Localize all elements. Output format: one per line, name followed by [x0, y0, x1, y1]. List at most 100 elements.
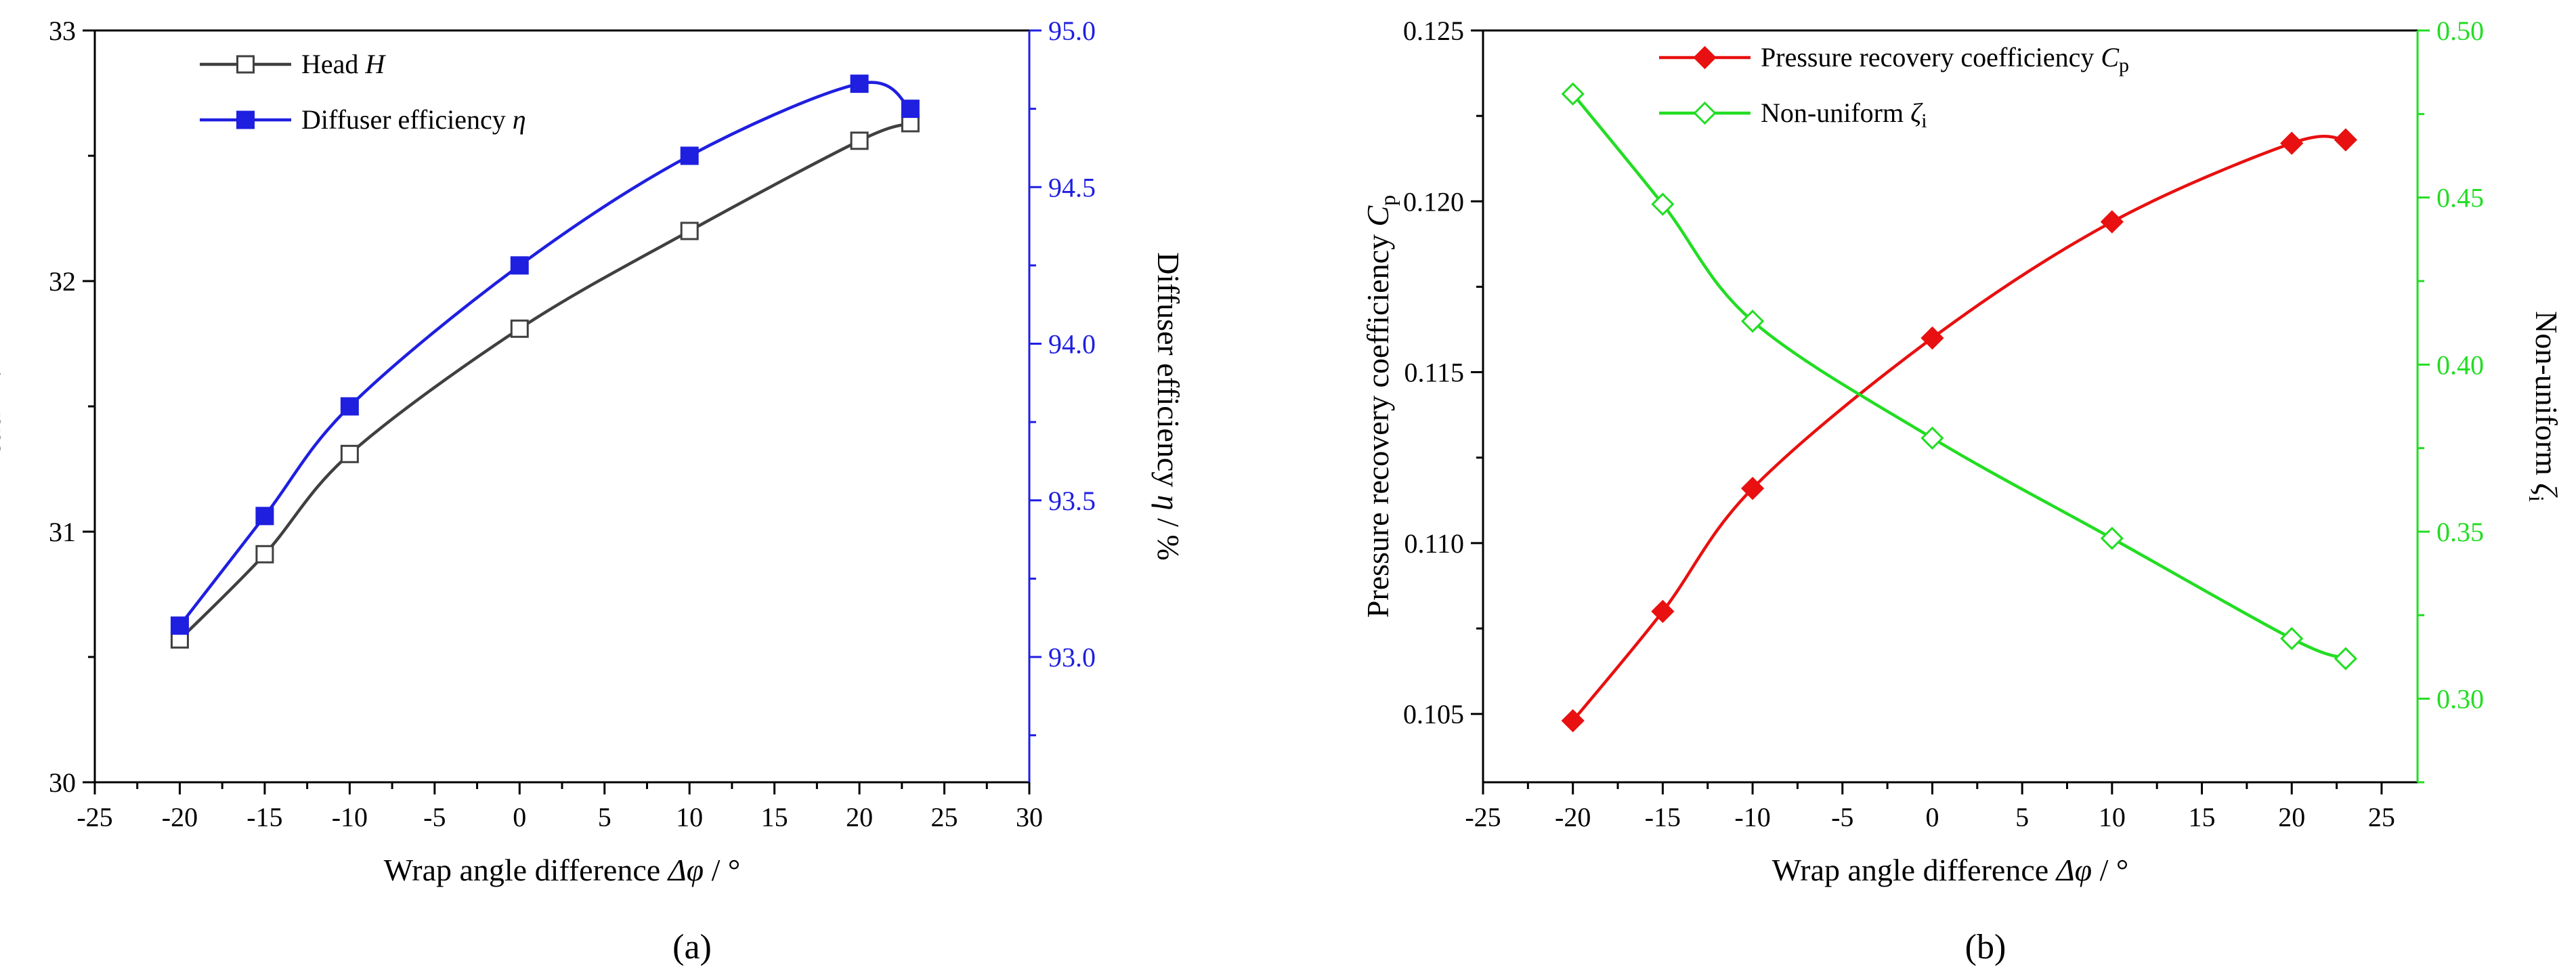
series-1: [170, 114, 920, 649]
data-point: [2334, 128, 2357, 152]
data-point: [1920, 426, 1944, 450]
data-point: [1561, 82, 1585, 106]
x-tick-label: 0: [513, 802, 526, 832]
legend-label-symbol: η: [513, 104, 526, 135]
left-tick-label: 33: [49, 16, 76, 46]
data-point: [1740, 310, 1765, 333]
chart-panel-b: -25 -20 -15 -10 -5 0 5 10 15 20 25 0.105 0.110 0.115 0…: [1360, 16, 2564, 966]
x-axis-title-symbol: Δφ: [667, 853, 704, 887]
x-tick-label: -25: [77, 802, 112, 832]
right-axis-title-sub: i: [2525, 496, 2549, 502]
legend-label-symbol: C: [2101, 42, 2120, 72]
data-point: [1920, 326, 1944, 350]
left-tick-label: 0.125: [1403, 16, 1464, 46]
left-tick-label: 0.110: [1404, 528, 1464, 559]
data-point: [1651, 599, 1675, 623]
x-tick-label: 20: [846, 802, 873, 832]
legend-marker: [1693, 45, 1717, 70]
left-axis-title: Head H / m: [0, 334, 7, 479]
data-point: [2100, 210, 2124, 234]
data-point: [510, 319, 529, 338]
legend-label-text: Head: [301, 49, 365, 79]
left-tick-label: 0.120: [1403, 186, 1464, 217]
right-axis-title-text: Diffuser efficiency: [1151, 252, 1186, 494]
x-tick-label: 25: [2368, 802, 2395, 832]
series-2: [170, 75, 920, 635]
left-tick-label: 30: [49, 767, 76, 798]
series-1: [1561, 128, 2357, 733]
data-point: [2280, 131, 2304, 155]
right-tick-label: 0.30: [2437, 684, 2484, 715]
panel-caption: (b): [1965, 928, 2006, 966]
x-tick-label: 5: [2015, 802, 2029, 832]
series-line: [178, 121, 911, 641]
x-tick-label: -5: [1831, 802, 1853, 832]
x-tick-label: 25: [931, 802, 958, 832]
data-point: [1651, 192, 1675, 216]
data-point: [340, 397, 359, 416]
x-tick-label: -15: [246, 802, 282, 832]
legend-label-text: Non-uniform: [1761, 98, 1910, 128]
x-tick-label: -15: [1645, 802, 1681, 832]
legend-label: Diffuser efficiency η: [301, 104, 526, 135]
x-axis-title-text: Wrap angle difference: [1772, 853, 2057, 887]
left-tick-label: 31: [49, 517, 76, 547]
right-tick-label: 93.0: [1048, 642, 1096, 673]
legend-label-symbol: ζ: [1910, 98, 1923, 128]
x-tick-label: 15: [2189, 802, 2216, 832]
x-axis-title: Wrap angle difference Δφ / °: [1772, 853, 2129, 887]
data-point: [901, 100, 920, 119]
left-tick-label: 0.115: [1404, 358, 1464, 388]
x-tick-label: 30: [1016, 802, 1043, 832]
right-tick-label: 93.5: [1048, 486, 1096, 516]
data-point: [1561, 709, 1585, 733]
left-axis-title: Pressure recovery coefficiency Cp: [1360, 195, 1400, 618]
right-tick-label: 0.35: [2437, 517, 2484, 547]
legend-label-text: Pressure recovery coefficiency: [1761, 42, 2101, 72]
x-tick-label: 10: [676, 802, 703, 832]
left-axis-title-text: Pressure recovery coefficiency: [1360, 226, 1395, 618]
x-axis-title-unit: / °: [704, 853, 740, 887]
right-axis-title-symbol: ζ: [2529, 483, 2564, 498]
legend-label-symbol: H: [364, 49, 386, 79]
data-point: [170, 616, 189, 635]
data-point: [1740, 476, 1765, 501]
x-tick-label: 10: [2099, 802, 2126, 832]
x-tick-label: 0: [1925, 802, 1939, 832]
x-axis-title-unit: / °: [2092, 853, 2128, 887]
data-point: [2334, 647, 2357, 671]
right-tick-label: 95.0: [1048, 16, 1096, 46]
panel-caption: (a): [672, 928, 712, 966]
x-axis-title-text: Wrap angle difference: [384, 853, 668, 887]
right-tick-label: 0.50: [2437, 16, 2484, 46]
data-point: [680, 221, 699, 240]
right-tick-label: 0.40: [2437, 349, 2484, 380]
right-tick-label: 0.45: [2437, 183, 2484, 213]
left-axis-title-symbol: H: [0, 381, 7, 406]
right-axis-title: Diffuser efficiency η / %: [1151, 252, 1186, 560]
left-axis-title-unit: / m: [0, 334, 7, 383]
data-point: [255, 545, 274, 564]
x-tick-label: -20: [1555, 802, 1591, 832]
data-point: [340, 444, 359, 463]
x-tick-label: 5: [598, 802, 611, 832]
right-axis-title-unit: / %: [1151, 511, 1186, 561]
left-axis-title-sub: p: [1375, 195, 1400, 206]
legend-label: Pressure recovery coefficiency Cp: [1761, 42, 2129, 77]
legend-marker: [236, 110, 255, 129]
x-axis-title: Wrap angle difference Δφ / °: [384, 853, 741, 887]
data-point: [2100, 526, 2124, 550]
left-tick-label: 32: [49, 266, 76, 297]
x-tick-label: 20: [2278, 802, 2305, 832]
legend-label-text: Diffuser efficiency: [301, 104, 513, 135]
series-2: [1561, 82, 2357, 671]
legend-marker: [236, 55, 255, 74]
series-line: [1571, 134, 2346, 722]
x-tick-label: -5: [423, 802, 446, 832]
x-tick-label: -10: [332, 802, 368, 832]
x-tick-label: -10: [1734, 802, 1770, 832]
left-axis-title-symbol: C: [1360, 205, 1395, 226]
legend-label: Head H: [301, 49, 386, 79]
data-point: [850, 75, 869, 93]
